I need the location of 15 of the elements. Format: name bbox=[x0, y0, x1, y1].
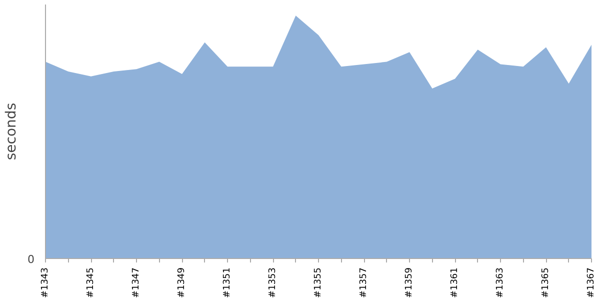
x-tick-label: #1345 bbox=[86, 267, 96, 298]
x-tick-label: #1343 bbox=[40, 267, 50, 298]
x-tick-label: #1347 bbox=[132, 267, 142, 298]
x-tick-label: #1363 bbox=[496, 267, 506, 298]
y-axis-title: seconds bbox=[4, 102, 20, 160]
x-tick-label: #1361 bbox=[450, 267, 460, 298]
x-tick-label: #1355 bbox=[314, 267, 324, 298]
x-tick-label: #1359 bbox=[404, 267, 414, 298]
x-tick-label: #1365 bbox=[541, 267, 551, 298]
x-tick-label: #1349 bbox=[177, 267, 187, 298]
x-tick-label: #1353 bbox=[268, 267, 278, 298]
x-tick-label: #1367 bbox=[586, 267, 596, 298]
text: 0 bbox=[28, 253, 34, 266]
x-tick-label: #1351 bbox=[222, 267, 232, 298]
x-tick-label: #1357 bbox=[359, 267, 369, 298]
